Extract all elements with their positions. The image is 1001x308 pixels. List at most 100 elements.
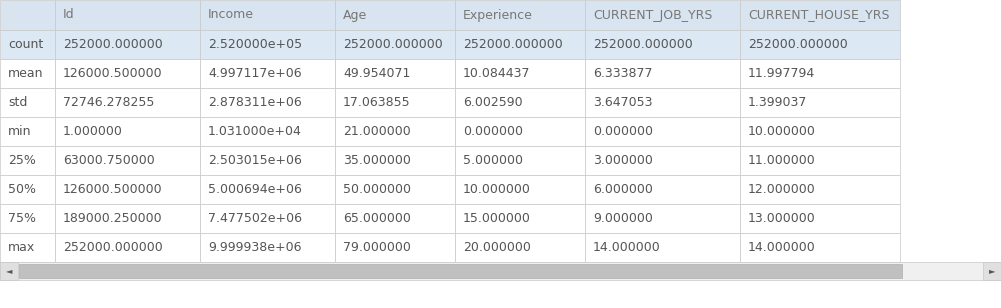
- Text: 252000.000000: 252000.000000: [593, 38, 693, 51]
- Text: 252000.000000: 252000.000000: [343, 38, 442, 51]
- Text: count: count: [8, 38, 43, 51]
- Bar: [585, 146, 740, 175]
- Text: 252000.000000: 252000.000000: [463, 38, 563, 51]
- Text: 126000.500000: 126000.500000: [63, 183, 162, 196]
- Text: 6.000000: 6.000000: [593, 183, 653, 196]
- Bar: [455, 0, 585, 30]
- Text: ►: ►: [989, 266, 995, 275]
- Text: Income: Income: [208, 9, 254, 22]
- Text: 50%: 50%: [8, 183, 36, 196]
- Text: 11.997794: 11.997794: [748, 67, 815, 80]
- Bar: [740, 146, 900, 175]
- Bar: [585, 204, 740, 233]
- Bar: [0, 59, 55, 88]
- Text: 13.000000: 13.000000: [748, 212, 816, 225]
- Bar: [335, 175, 455, 204]
- Text: Id: Id: [63, 9, 75, 22]
- Text: 1.031000e+04: 1.031000e+04: [208, 125, 302, 138]
- Bar: [740, 88, 900, 117]
- Text: CURRENT_JOB_YRS: CURRENT_JOB_YRS: [593, 9, 713, 22]
- Bar: [0, 0, 55, 30]
- Bar: [0, 262, 1001, 280]
- Bar: [0, 233, 55, 262]
- Bar: [200, 204, 335, 233]
- Bar: [0, 30, 55, 59]
- Bar: [585, 175, 740, 204]
- Text: 2.503015e+06: 2.503015e+06: [208, 154, 302, 167]
- Bar: [55, 88, 200, 117]
- Text: 50.000000: 50.000000: [343, 183, 411, 196]
- Text: mean: mean: [8, 67, 43, 80]
- Bar: [335, 88, 455, 117]
- Bar: [455, 175, 585, 204]
- Text: 1.000000: 1.000000: [63, 125, 123, 138]
- Bar: [740, 0, 900, 30]
- Text: 25%: 25%: [8, 154, 36, 167]
- Bar: [585, 30, 740, 59]
- Bar: [335, 233, 455, 262]
- Text: 0.000000: 0.000000: [463, 125, 523, 138]
- Bar: [55, 0, 200, 30]
- Bar: [455, 146, 585, 175]
- Text: min: min: [8, 125, 31, 138]
- Bar: [200, 0, 335, 30]
- Bar: [0, 146, 55, 175]
- Text: 17.063855: 17.063855: [343, 96, 410, 109]
- Bar: [200, 146, 335, 175]
- Bar: [200, 233, 335, 262]
- Text: 5.000694e+06: 5.000694e+06: [208, 183, 302, 196]
- Bar: [0, 117, 55, 146]
- Bar: [0, 262, 18, 280]
- Text: 0.000000: 0.000000: [593, 125, 653, 138]
- Text: 65.000000: 65.000000: [343, 212, 410, 225]
- Text: 72746.278255: 72746.278255: [63, 96, 154, 109]
- Text: 35.000000: 35.000000: [343, 154, 410, 167]
- Bar: [200, 175, 335, 204]
- Bar: [200, 30, 335, 59]
- Text: 9.000000: 9.000000: [593, 212, 653, 225]
- Text: 12.000000: 12.000000: [748, 183, 816, 196]
- Text: 2.520000e+05: 2.520000e+05: [208, 38, 302, 51]
- Bar: [55, 117, 200, 146]
- Bar: [200, 88, 335, 117]
- Text: 252000.000000: 252000.000000: [748, 38, 848, 51]
- Text: 10.000000: 10.000000: [748, 125, 816, 138]
- Bar: [0, 175, 55, 204]
- Text: 1.399037: 1.399037: [748, 96, 808, 109]
- Bar: [740, 175, 900, 204]
- Bar: [0, 204, 55, 233]
- Bar: [335, 0, 455, 30]
- Bar: [55, 233, 200, 262]
- Text: 21.000000: 21.000000: [343, 125, 410, 138]
- Text: 5.000000: 5.000000: [463, 154, 523, 167]
- Text: 63000.750000: 63000.750000: [63, 154, 155, 167]
- Bar: [335, 117, 455, 146]
- Bar: [55, 30, 200, 59]
- Bar: [55, 204, 200, 233]
- Bar: [740, 30, 900, 59]
- Bar: [335, 204, 455, 233]
- Text: 252000.000000: 252000.000000: [63, 38, 163, 51]
- Text: 15.000000: 15.000000: [463, 212, 531, 225]
- Bar: [585, 0, 740, 30]
- Bar: [335, 59, 455, 88]
- Text: 4.997117e+06: 4.997117e+06: [208, 67, 301, 80]
- Text: 2.878311e+06: 2.878311e+06: [208, 96, 301, 109]
- Text: 10.000000: 10.000000: [463, 183, 531, 196]
- Bar: [19, 264, 902, 278]
- Text: std: std: [8, 96, 27, 109]
- Bar: [455, 59, 585, 88]
- Bar: [585, 233, 740, 262]
- Text: CURRENT_HOUSE_YRS: CURRENT_HOUSE_YRS: [748, 9, 890, 22]
- Text: 3.000000: 3.000000: [593, 154, 653, 167]
- Text: 14.000000: 14.000000: [748, 241, 816, 254]
- Text: 75%: 75%: [8, 212, 36, 225]
- Text: 49.954071: 49.954071: [343, 67, 410, 80]
- Bar: [740, 117, 900, 146]
- Bar: [200, 59, 335, 88]
- Bar: [983, 262, 1001, 280]
- Text: Experience: Experience: [463, 9, 533, 22]
- Bar: [740, 233, 900, 262]
- Text: 9.999938e+06: 9.999938e+06: [208, 241, 301, 254]
- Bar: [585, 88, 740, 117]
